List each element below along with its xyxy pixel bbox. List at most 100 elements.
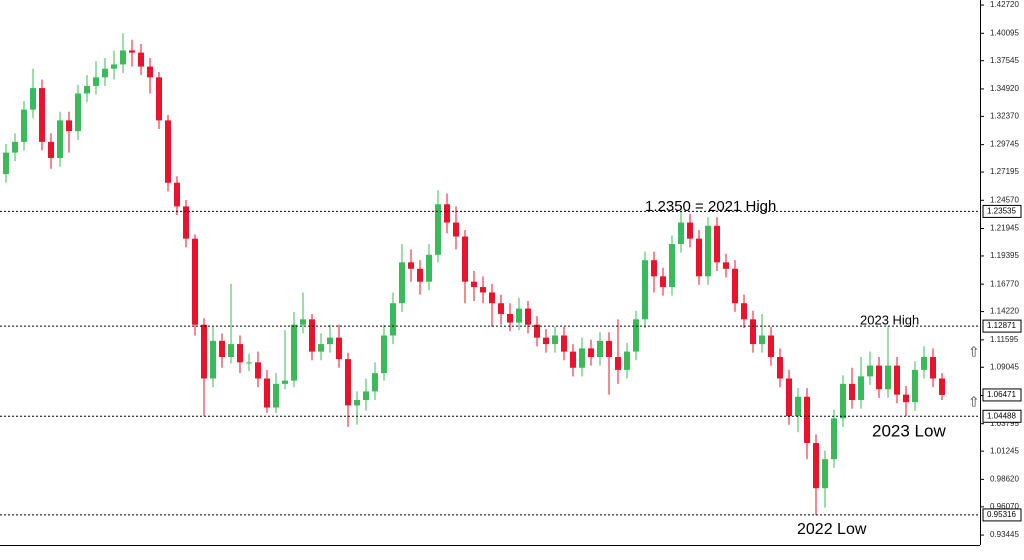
candle-body <box>759 335 765 345</box>
y-tick-label: 1.09045 <box>990 362 1019 371</box>
candle-body <box>66 120 72 132</box>
candle-body <box>345 359 351 406</box>
candle-body <box>480 287 486 293</box>
candle-body <box>156 77 162 121</box>
candle-body <box>93 77 99 86</box>
candle-body <box>120 50 126 65</box>
candle-body <box>516 308 522 323</box>
level-label-box <box>982 508 1022 522</box>
y-tick-label: 1.34920 <box>990 84 1019 93</box>
candle-body <box>48 141 54 159</box>
candle-body <box>174 182 180 207</box>
candle-body <box>606 340 612 357</box>
candle-body <box>462 236 468 282</box>
candle-body <box>570 351 576 368</box>
candle-body <box>786 378 792 417</box>
candle-body <box>201 324 207 379</box>
candle-body <box>732 268 738 304</box>
candle-body <box>768 335 774 357</box>
y-tick-label: 1.37545 <box>990 56 1019 65</box>
candle-body <box>714 225 720 263</box>
candle-body <box>21 109 27 142</box>
candle-body <box>336 337 342 360</box>
last-price-box <box>982 388 1022 402</box>
y-tick-label: 0.96070 <box>990 502 1019 511</box>
candle-body <box>408 262 414 269</box>
candle-body <box>390 303 396 336</box>
candle-body <box>291 324 297 381</box>
candle-body <box>111 64 117 69</box>
candle-body <box>597 340 603 357</box>
candle-body <box>849 383 855 401</box>
candle-body <box>813 443 819 489</box>
y-tick-label: 1.40095 <box>990 28 1019 37</box>
candle-body <box>552 335 558 345</box>
candle-body <box>372 373 378 392</box>
y-tick-label: 0.93445 <box>990 530 1019 539</box>
candle-body <box>147 66 153 78</box>
candle-body <box>579 348 585 368</box>
candle-body <box>507 313 513 323</box>
candle-body <box>822 459 828 489</box>
candle-body <box>534 324 540 338</box>
candle-body <box>39 88 45 142</box>
candle-body <box>273 383 279 408</box>
candle-body <box>264 378 270 408</box>
candle-body <box>426 254 432 282</box>
candle-body <box>309 319 315 352</box>
y-tick-label: 0.98620 <box>990 474 1019 483</box>
candle-body <box>399 262 405 304</box>
candle-body <box>678 222 684 245</box>
last-price-label: 1.06471 <box>987 390 1016 399</box>
candle-body <box>804 396 810 444</box>
y-tick-label: 1.32370 <box>990 111 1019 120</box>
candle-body <box>858 376 864 401</box>
candle-body <box>525 308 531 325</box>
candle-body <box>705 225 711 277</box>
candle-body <box>210 340 216 379</box>
candle-body <box>498 303 504 314</box>
candle-body <box>192 238 198 325</box>
candle-body <box>138 52 144 67</box>
candle-body <box>255 362 261 379</box>
candle-body <box>543 337 549 345</box>
candle-body <box>651 260 657 277</box>
candle-body <box>471 281 477 288</box>
candle-body <box>939 378 945 395</box>
y-tick-label: 1.19395 <box>990 251 1019 260</box>
candle-body <box>444 204 450 223</box>
candle-body <box>723 262 729 269</box>
y-tick-label: 1.21945 <box>990 224 1019 233</box>
candle-body <box>381 335 387 374</box>
candle-body <box>30 88 36 110</box>
candle-body <box>795 396 801 417</box>
candle-body <box>615 356 621 370</box>
level-label-box <box>982 204 1022 218</box>
candle-body <box>363 391 369 401</box>
annotation: 2022 Low <box>797 521 867 538</box>
candle-body <box>912 369 918 403</box>
candle-body <box>741 303 747 320</box>
candle-body <box>228 344 234 357</box>
y-tick-label: 1.42720 <box>990 0 1019 9</box>
level-label-box <box>982 409 1022 423</box>
candle-body <box>777 356 783 379</box>
candle-body <box>12 141 18 153</box>
candle-body <box>588 348 594 357</box>
candle-body <box>921 356 927 370</box>
candle-body <box>840 383 846 419</box>
candle-body <box>282 380 288 384</box>
candle-body <box>831 418 837 460</box>
candle-body <box>3 152 9 175</box>
candle-body <box>318 344 324 352</box>
y-tick-label: 1.11595 <box>990 335 1019 344</box>
candle-body <box>642 260 648 320</box>
y-tick-label: 1.24570 <box>990 195 1019 204</box>
y-tick-label: 1.29745 <box>990 140 1019 149</box>
level-label-box <box>982 319 1022 333</box>
candle-body <box>903 394 909 403</box>
candle-body <box>624 351 630 370</box>
candle-body <box>696 238 702 277</box>
